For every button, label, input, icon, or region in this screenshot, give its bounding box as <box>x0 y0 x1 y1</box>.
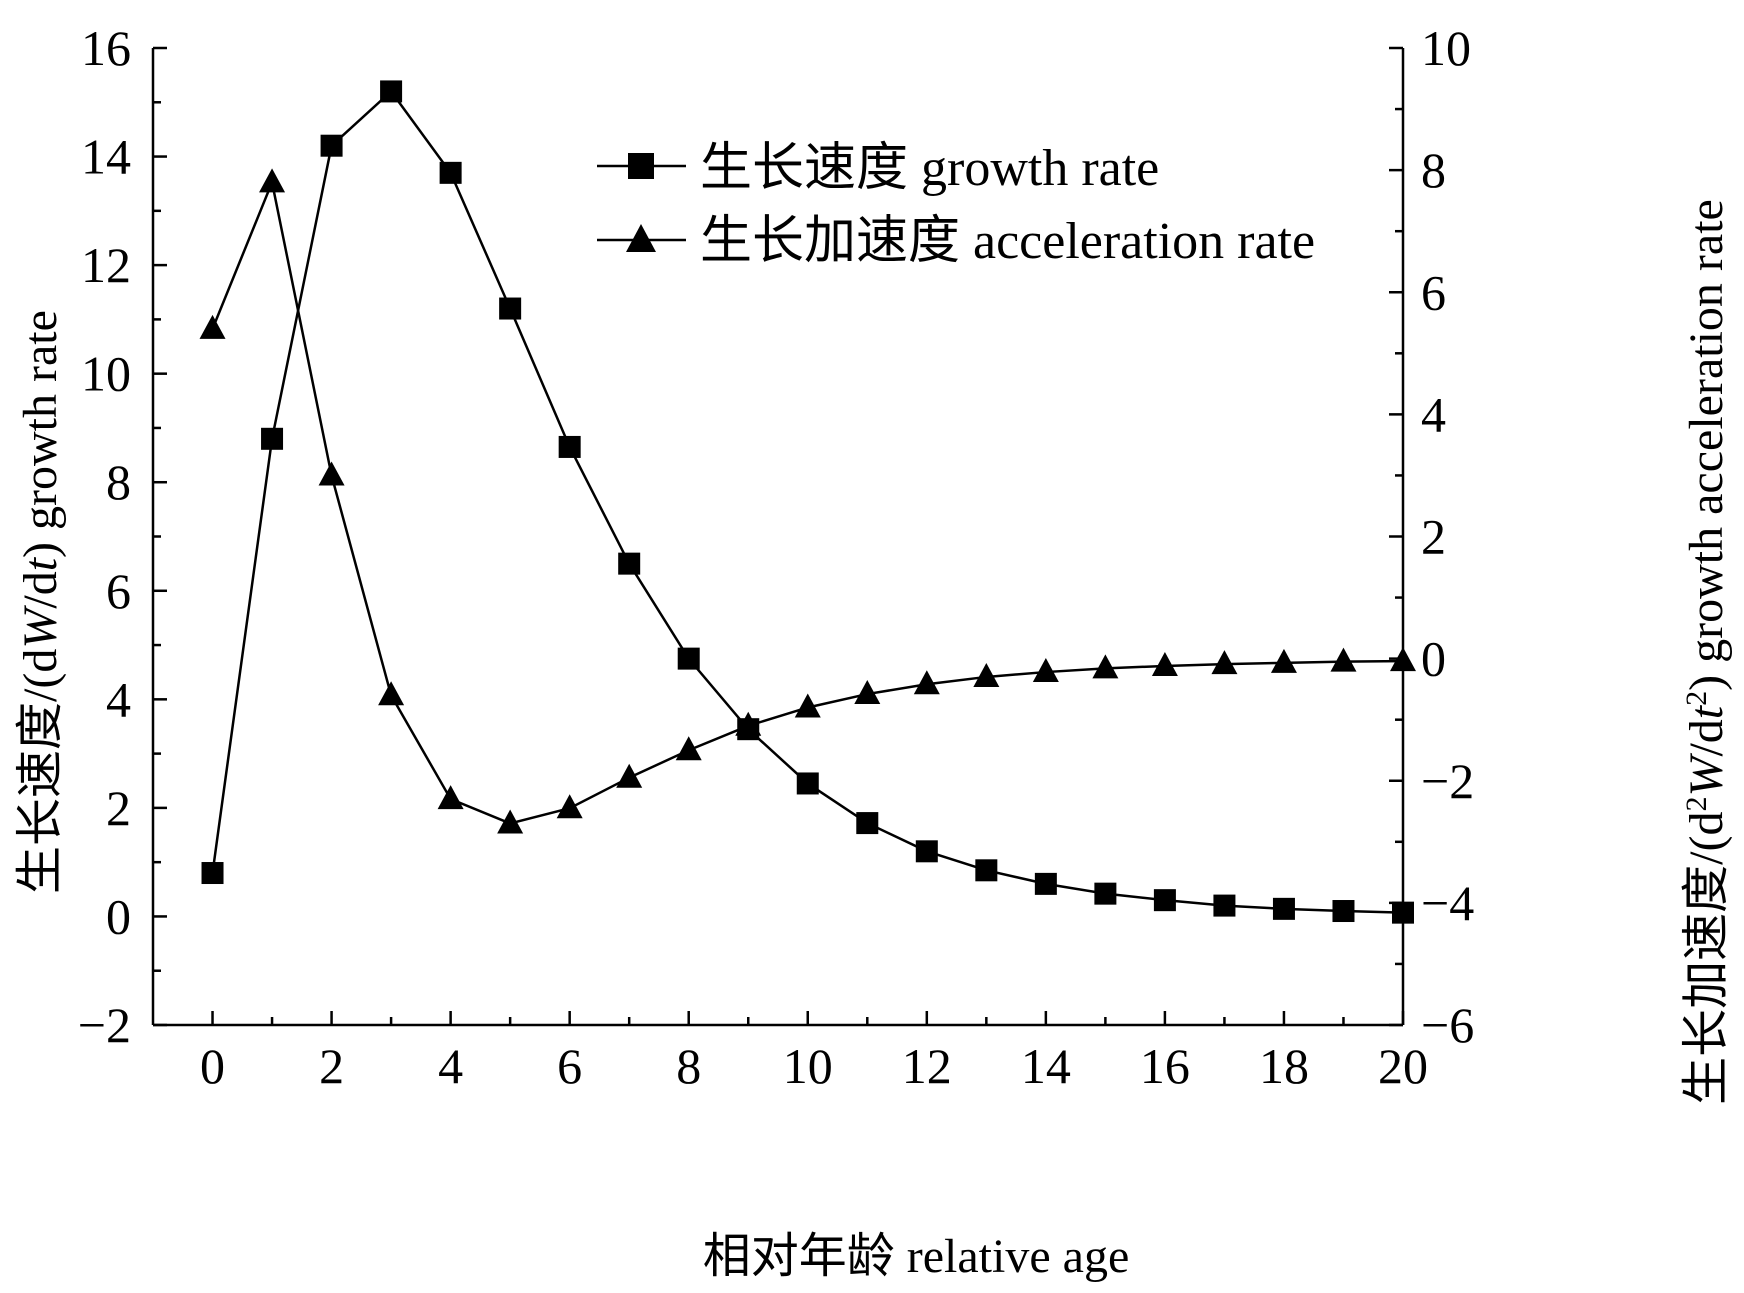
x-tick-label: 20 <box>1378 1038 1428 1094</box>
data-point-triangle <box>675 736 702 761</box>
data-point-triangle <box>735 711 762 736</box>
data-point-triangle <box>497 809 524 834</box>
legend-label-acceleration-rate: 生长加速度 acceleration rate <box>700 213 1315 270</box>
data-point-square <box>320 134 343 157</box>
y-left-tick-label: −2 <box>78 997 131 1053</box>
data-point-triangle <box>1032 658 1059 683</box>
y-right-tick-label: 4 <box>1421 386 1446 442</box>
data-point-square <box>796 772 819 795</box>
y-right-tick-label: 8 <box>1421 142 1446 198</box>
legend-label-growth-rate: 生长速度 growth rate <box>700 140 1159 197</box>
data-point-square <box>439 161 462 184</box>
y-left-tick-label: 4 <box>106 671 131 727</box>
y-left-tick-label: 16 <box>81 20 131 76</box>
legend-marker-triangle <box>626 224 656 252</box>
data-point-square <box>1094 882 1117 905</box>
data-point-triangle <box>318 461 345 486</box>
data-point-triangle <box>556 794 583 819</box>
y-right-tick-label: 6 <box>1421 264 1446 320</box>
x-tick-label: 16 <box>1140 1038 1190 1094</box>
y-left-axis-title: 生长速度/(dW/dt) growth rate <box>14 310 67 894</box>
data-point-triangle <box>259 168 286 193</box>
y-right-tick-label: 2 <box>1421 509 1446 565</box>
data-point-triangle <box>1270 648 1297 673</box>
data-point-triangle <box>1211 650 1238 675</box>
y-left-tick-label: 6 <box>106 563 131 619</box>
data-point-square <box>618 552 641 575</box>
data-point-square <box>915 840 938 863</box>
x-tick-label: 4 <box>438 1038 463 1094</box>
data-point-triangle <box>378 681 405 706</box>
y-left-axis-ticks: −2 0 2 4 6 8 10 12 14 16 <box>78 20 167 1053</box>
y-left-tick-label: 12 <box>81 237 131 293</box>
y-left-tick-label: 14 <box>81 129 131 185</box>
legend-marker-square <box>628 153 654 179</box>
data-point-triangle <box>1390 647 1416 672</box>
data-point-triangle <box>854 680 881 705</box>
y-left-tick-label: 0 <box>106 888 131 944</box>
data-point-square <box>261 427 284 450</box>
y-left-tick-label: 10 <box>81 346 131 402</box>
x-tick-label: 10 <box>783 1038 833 1094</box>
data-point-square <box>1392 901 1414 924</box>
x-tick-label: 6 <box>557 1038 582 1094</box>
data-point-square <box>975 859 998 882</box>
legend: 生长速度 growth rate 生长加速度 acceleration rate <box>597 140 1315 270</box>
data-point-triangle <box>794 693 821 718</box>
x-tick-label: 8 <box>676 1038 701 1094</box>
series-line <box>211 178 1404 825</box>
y-right-tick-label: 10 <box>1421 20 1471 76</box>
data-point-square <box>1153 889 1176 912</box>
x-axis-ticks: 0 2 4 6 8 10 12 14 16 18 20 <box>200 1011 1428 1094</box>
y-right-tick-label: −6 <box>1421 997 1474 1053</box>
data-point-triangle <box>973 662 1000 687</box>
series-group <box>199 80 1416 924</box>
y-right-axis-ticks: −6 −4 −2 0 2 4 6 8 10 <box>1389 20 1474 1053</box>
data-point-square <box>1213 894 1236 917</box>
x-tick-label: 14 <box>1021 1038 1071 1094</box>
x-tick-label: 2 <box>319 1038 344 1094</box>
x-tick-label: 12 <box>902 1038 952 1094</box>
data-point-triangle <box>1330 647 1357 672</box>
data-point-square <box>201 862 224 885</box>
data-point-square <box>1272 897 1295 920</box>
data-point-square <box>856 812 879 835</box>
y-right-tick-label: −2 <box>1421 753 1474 809</box>
data-point-square <box>1034 872 1057 895</box>
data-point-triangle <box>199 314 226 339</box>
data-point-square <box>558 435 581 458</box>
x-tick-label: 0 <box>200 1038 225 1094</box>
series-acceleration-rate <box>199 168 1416 834</box>
data-point-triangle <box>1092 654 1119 679</box>
y-left-tick-label: 8 <box>106 454 131 510</box>
data-point-triangle <box>1151 651 1178 676</box>
x-axis-title: 相对年龄 relative age <box>703 1230 1130 1283</box>
x-tick-label: 18 <box>1259 1038 1309 1094</box>
y-right-tick-label: −4 <box>1421 875 1474 931</box>
data-point-square <box>677 647 700 670</box>
data-point-triangle <box>437 785 464 810</box>
series-growth-rate <box>201 80 1414 924</box>
y-right-axis-title: 生长加速度/(d2W/dt2) growth acceleration rate <box>1680 199 1734 1105</box>
data-point-square <box>499 297 522 320</box>
y-left-tick-label: 2 <box>106 780 131 836</box>
data-point-square <box>1332 900 1355 923</box>
data-point-triangle <box>913 670 940 695</box>
data-point-triangle <box>616 763 643 788</box>
data-point-square <box>380 80 403 103</box>
y-right-tick-label: 0 <box>1421 631 1446 687</box>
